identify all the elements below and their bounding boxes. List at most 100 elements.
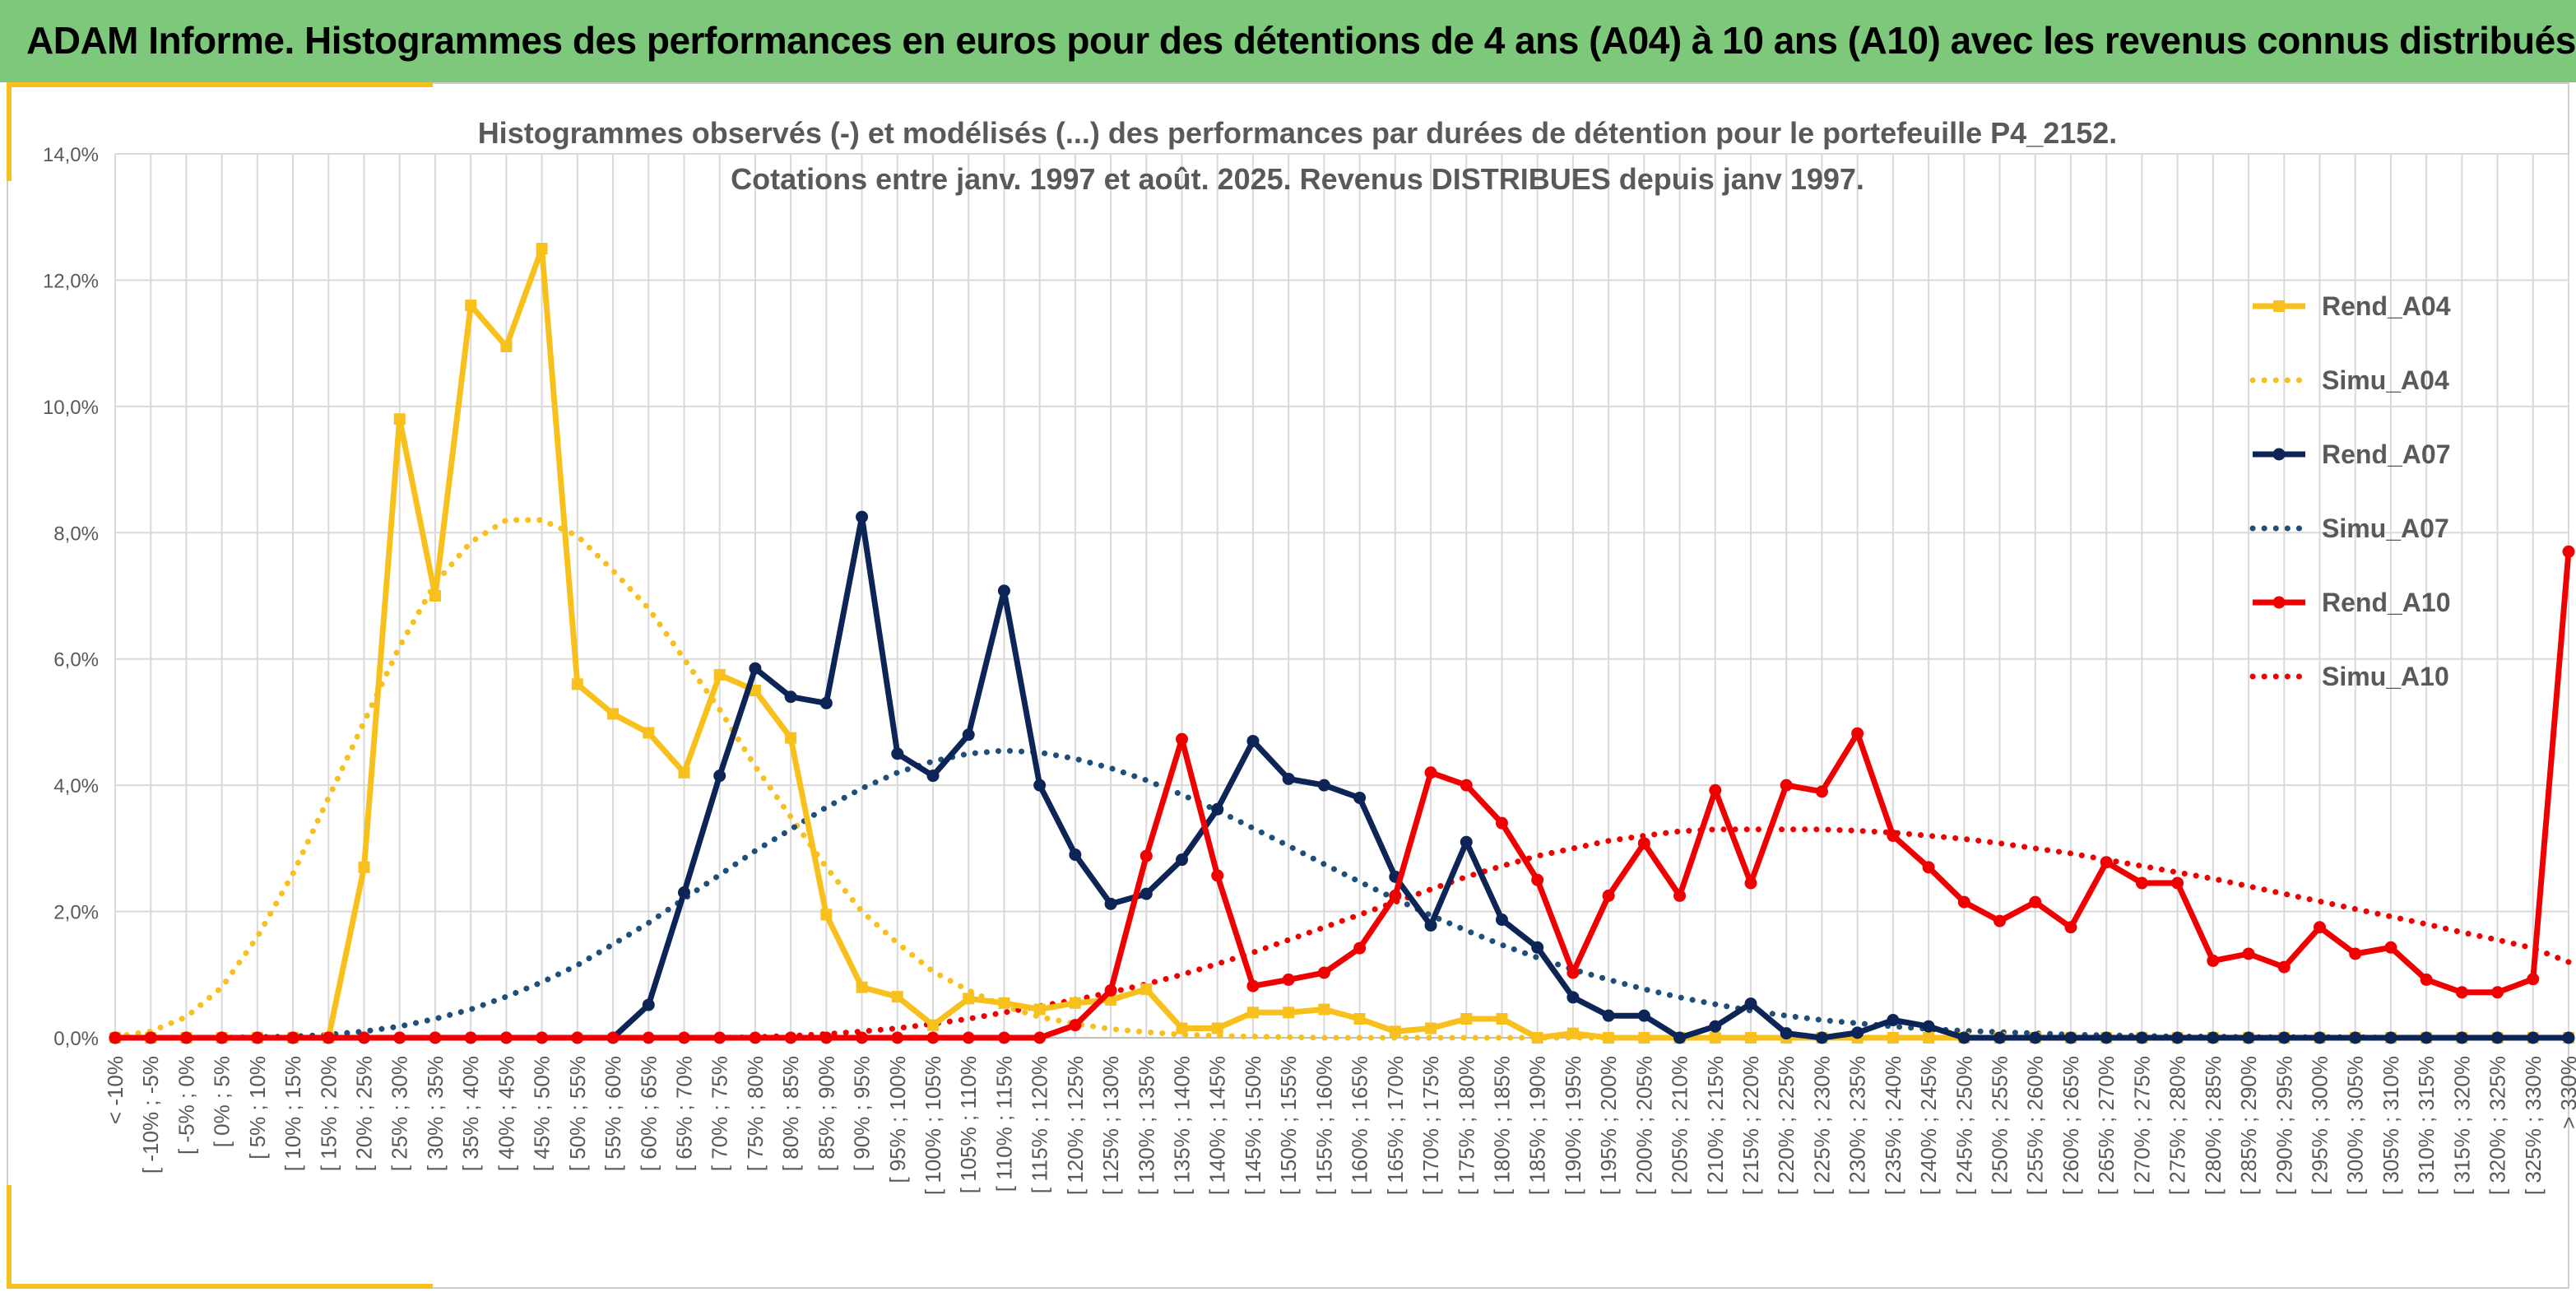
data-point — [784, 1031, 797, 1044]
data-point — [856, 1031, 869, 1044]
legend-marker — [2272, 448, 2286, 461]
legend-item-rend-a04: Rend_A04 — [2253, 291, 2451, 321]
data-point — [677, 886, 690, 900]
x-tick-label: [ 285% ; 290% — [2236, 1056, 2261, 1195]
data-point — [1637, 1009, 1650, 1022]
y-tick-label: 10,0% — [43, 397, 99, 419]
x-tick-label: [ 10% ; 15% — [281, 1056, 305, 1171]
accent-bar-left-top — [7, 82, 12, 181]
data-point — [465, 300, 477, 312]
x-tick-label: [ 135% ; 140% — [1170, 1056, 1195, 1195]
data-point — [358, 861, 370, 873]
data-point — [2207, 1031, 2220, 1044]
data-point — [1923, 1032, 1935, 1044]
data-point — [536, 1031, 549, 1044]
data-point — [1282, 973, 1295, 986]
data-point — [1495, 913, 1508, 927]
chart-series — [109, 243, 2575, 1044]
data-point — [1993, 914, 2007, 927]
data-point — [2207, 954, 2220, 967]
data-point — [1673, 889, 1687, 902]
data-point — [2171, 876, 2184, 890]
data-point — [2527, 973, 2540, 986]
data-point — [1033, 1003, 1046, 1016]
data-point — [1602, 1009, 1615, 1022]
data-point — [1745, 1032, 1757, 1044]
x-tick-label: [ 5% ; 10% — [245, 1056, 270, 1160]
x-tick-label: [ 210% ; 215% — [1703, 1056, 1728, 1195]
data-point — [1922, 861, 1935, 874]
data-point — [1389, 889, 1402, 902]
data-point — [1069, 997, 1081, 1009]
series-line — [115, 551, 2572, 1041]
x-tick-label: [ 160% ; 165% — [1348, 1056, 1372, 1195]
x-tick-label: [ 180% ; 185% — [1489, 1056, 1514, 1195]
data-point — [1887, 1032, 1899, 1044]
data-point — [1460, 835, 1473, 848]
data-point — [499, 1031, 513, 1044]
data-point — [891, 1031, 904, 1044]
x-tick-label: [ 170% ; 175% — [1418, 1056, 1443, 1195]
y-tick-label: 2,0% — [53, 902, 99, 924]
x-tick-label: [ 60% ; 65% — [636, 1056, 661, 1171]
data-point — [1673, 1031, 1687, 1044]
x-tick-label: [ 35% ; 40% — [458, 1056, 483, 1171]
data-point — [429, 590, 441, 602]
legend-item-simu-a04: Simu_A04 — [2249, 365, 2449, 395]
data-point — [1353, 941, 1367, 955]
data-point — [393, 413, 406, 425]
data-point — [1566, 991, 1580, 1004]
data-point — [1815, 1031, 1828, 1044]
data-point — [1887, 830, 1900, 843]
x-tick-label: [ 165% ; 170% — [1383, 1056, 1408, 1195]
chart-title-line2: Cotations entre janv. 1997 et août. 2025… — [731, 162, 1864, 196]
data-point — [891, 991, 903, 1003]
x-tick-label: [ 235% ; 240% — [1881, 1056, 1905, 1195]
data-point — [1176, 1022, 1188, 1034]
data-point — [785, 732, 797, 744]
data-point — [1211, 869, 1224, 882]
data-point — [962, 728, 975, 741]
data-point — [109, 1031, 122, 1044]
series-line — [112, 747, 2572, 1041]
data-point — [393, 1031, 406, 1044]
data-point — [713, 668, 726, 681]
data-point — [1709, 1020, 1722, 1033]
data-point — [1957, 1031, 1970, 1044]
legend-label: Rend_A07 — [2322, 439, 2451, 469]
data-point — [2562, 1031, 2575, 1044]
data-point — [1887, 1014, 1900, 1027]
data-point — [963, 993, 975, 1005]
data-point — [1602, 889, 1615, 902]
x-tick-label: [ 85% ; 90% — [814, 1056, 838, 1171]
data-point — [1744, 997, 1757, 1011]
x-tick-label: [ 215% ; 220% — [1738, 1056, 1763, 1195]
data-point — [856, 981, 868, 993]
data-point — [216, 1031, 229, 1044]
data-point — [2242, 1031, 2255, 1044]
data-point — [2135, 1031, 2148, 1044]
x-tick-label: [ 200% ; 205% — [1631, 1056, 1656, 1195]
data-point — [749, 662, 762, 675]
report-header: ADAM Informe. Histogrammes des performan… — [0, 0, 2576, 82]
series-simu-a07 — [112, 747, 2572, 1041]
data-point — [607, 708, 620, 720]
x-tick-label: [ 70% ; 75% — [708, 1056, 732, 1171]
x-tick-label: [ 140% ; 145% — [1205, 1056, 1230, 1195]
data-point — [713, 1031, 726, 1044]
data-point — [1318, 1003, 1330, 1016]
data-point — [536, 243, 548, 255]
data-point — [2313, 1031, 2326, 1044]
data-point — [2100, 1031, 2113, 1044]
x-tick-label: [ 95% ; 100% — [885, 1056, 910, 1183]
data-point — [2171, 1031, 2184, 1044]
data-point — [819, 696, 833, 709]
data-point — [1033, 779, 1047, 792]
x-tick-label: > 330% — [2556, 1056, 2576, 1129]
x-tick-label: [ 75% ; 80% — [743, 1056, 768, 1171]
data-point — [998, 997, 1010, 1009]
data-point — [1283, 1006, 1295, 1019]
x-tick-label: [ 270% ; 275% — [2129, 1056, 2154, 1195]
x-tick-label: [ 250% ; 255% — [1988, 1056, 2012, 1195]
